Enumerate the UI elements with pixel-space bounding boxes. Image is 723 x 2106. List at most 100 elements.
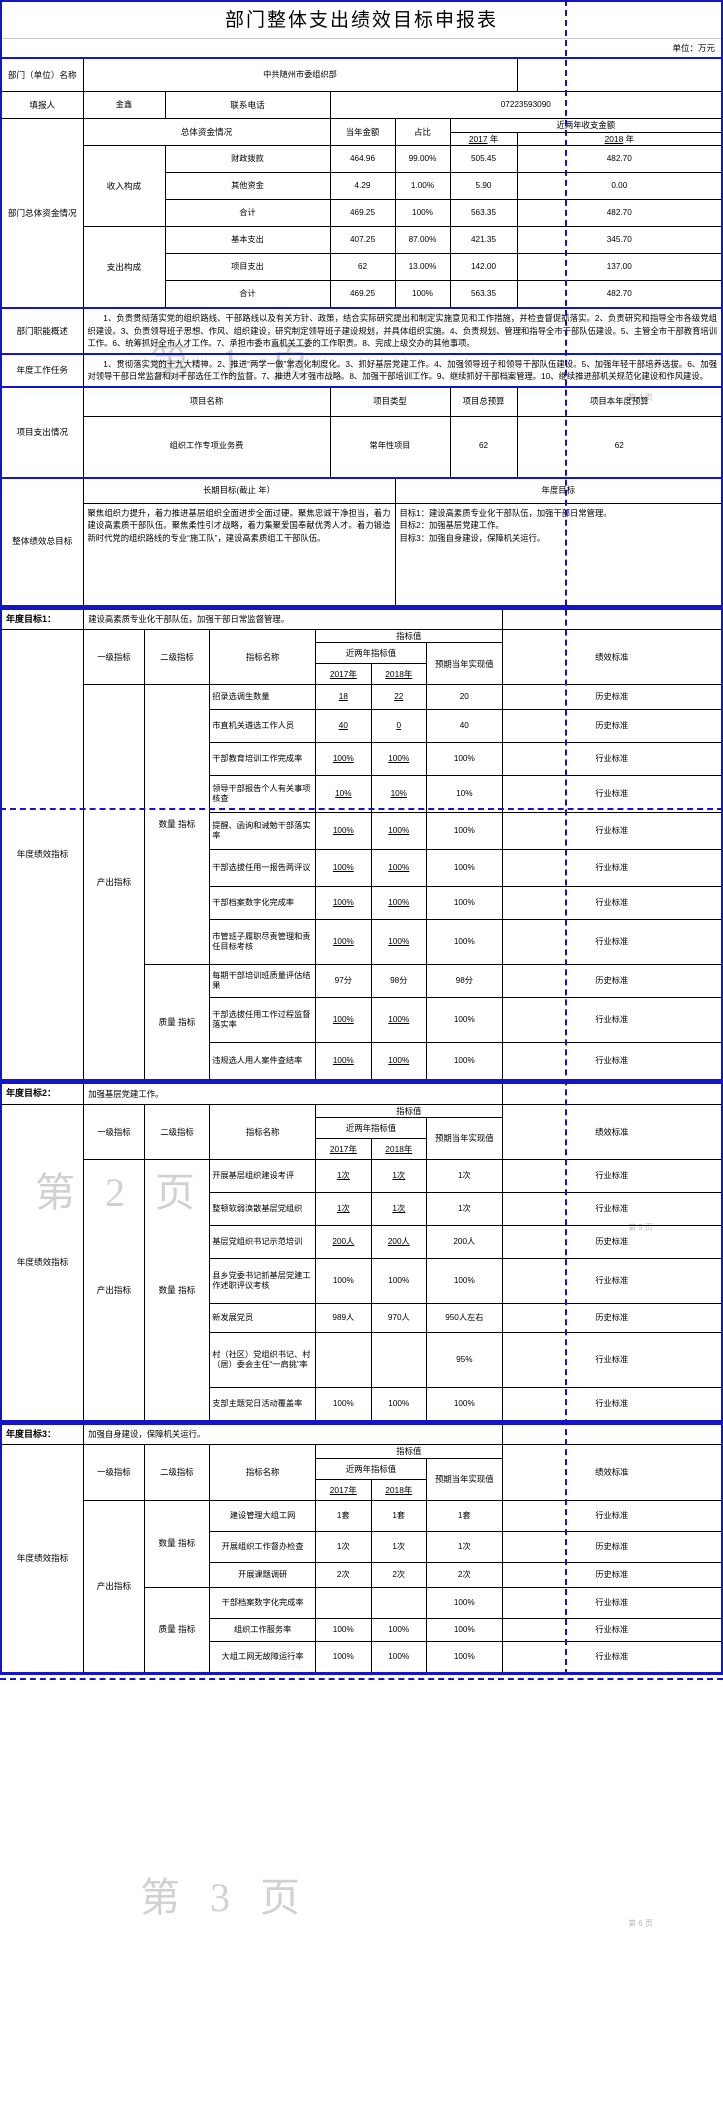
ind-name: 大组工网无故障运行率: [209, 1640, 317, 1674]
fund-row-y2017: 563.35: [449, 199, 518, 228]
ind-name: 干部档案数字化完成率: [209, 1586, 317, 1619]
ind-y2017: 100%: [315, 849, 372, 888]
fund-row-name: 合计: [164, 199, 331, 228]
ind-y2018: 0: [370, 709, 428, 744]
long-term-goal-text: 聚焦组织力提升，着力推进基层组织全面进步全面过硬。聚焦忠诚干净担当，着力建设高素…: [82, 502, 396, 607]
funds-header-row-1: 部门总体资金情况 总体资金情况 当年金额 占比 近两年收支金额: [0, 118, 723, 309]
quality-label: 质量 指标: [143, 1586, 211, 1674]
ind-name: 开展组织工作督办检查: [209, 1530, 317, 1563]
ind-standard: 行业标准: [501, 919, 723, 966]
filler-value: 金鑫: [82, 91, 166, 120]
project-col-name: 项目名称: [82, 386, 331, 417]
project-section-label: 项目支出情况: [0, 386, 84, 479]
goal-2-ind-header-2: 近两年指标值 预期当年实现值: [1, 1117, 722, 1161]
ind-expected: 20: [426, 684, 503, 711]
ind-standard: 行业标准: [501, 1640, 723, 1674]
unit-note: 单位：万元: [0, 38, 723, 58]
col-name: 指标名称: [209, 628, 317, 686]
annual-goal-list: 目标1：建设高素质专业化干部队伍，加强干部日常管理。 目标2：加强基层党建工作。…: [394, 502, 723, 607]
goal-3-ind-header-2: 近两年指标值 预期当年实现值: [1, 1457, 722, 1501]
ind-expected: 1套: [425, 1499, 503, 1532]
funds-section-label: 部门总体资金情况: [0, 118, 84, 309]
annual-perf-label: 年度绩效指标: [0, 1103, 85, 1422]
overall-goal-header-row: 整体绩效总目标 长期目标(截止 年） 年度目标: [0, 477, 723, 607]
table-row: 支出构成 基本支出 407.25 87.00% 421.35 345.70: [1, 226, 723, 309]
ind-y2017: 100%: [315, 1042, 372, 1081]
ind-y2018: 100%: [370, 1042, 428, 1081]
y2018-suffix: 年: [625, 133, 634, 144]
ind-standard: 行业标准: [501, 997, 723, 1044]
fund-row-y2018: 137.00: [516, 253, 723, 282]
col-expected: 预期当年实现值: [425, 1457, 503, 1501]
ind-y2017: 200人: [315, 1225, 372, 1260]
funds-overall-label: 总体资金情况: [82, 118, 331, 147]
ind-y2018: 100%: [370, 1617, 427, 1642]
overall-goal-body-row: 聚焦组织力提升，着力推进基层组织全面进步全面过硬。聚焦忠诚干净担当，着力建设高素…: [1, 502, 723, 607]
ind-standard: 历史标准: [501, 684, 723, 711]
output-label: 产出指标: [83, 1499, 145, 1674]
annual-goal-item: 目标2：加强基层党建工作。: [399, 520, 504, 531]
phone-label: 联系电话: [164, 91, 331, 120]
goal-1-label: 年度目标1：: [0, 607, 85, 630]
fund-row-y2018: 482.70: [516, 199, 723, 228]
ind-y2018: 1套: [370, 1499, 427, 1532]
project-row-type: 常年性项目: [329, 415, 451, 479]
goal-2-block: 年度目标2： 加强基层党建工作。 年度绩效指标 一级指标 二级指标 指标名称 指…: [0, 1081, 723, 1423]
annual-goal-item: 目标3：加强自身建设，保障机关运行。: [399, 533, 546, 544]
goal-2-ind-header-3: 2017年 2018年: [1, 1138, 722, 1161]
ind-name: 整顿软弱涣散基层党组织: [209, 1192, 317, 1227]
ind-standard: 历史标准: [501, 1225, 723, 1260]
goal-2-text: 加强基层党建工作。: [83, 1082, 503, 1105]
ind-standard: 行业标准: [501, 886, 723, 921]
project-row-year: 62: [516, 415, 723, 479]
duties-row: 部门职能概述 1、负责贯彻落实党的组织路线、干部路线以及有关方针、政策，结合实际…: [0, 307, 723, 355]
ind-y2018: 100%: [370, 919, 428, 966]
ind-expected: 95%: [426, 1332, 503, 1389]
duties-label: 部门职能概述: [0, 307, 84, 355]
table-row: 领导干部报告个人有关事项核查 10% 10% 10% 行业标准: [1, 775, 723, 814]
fund-row-y2017: 421.35: [449, 226, 518, 255]
ind-name: 支部主题党日活动覆盖率: [209, 1387, 317, 1422]
ind-name: 干部教育培训工作完成率: [209, 742, 317, 777]
table-row: 产出指标 数量 指标 开展基层组织建设考评 1次 1次 1次 行业标准: [1, 1159, 723, 1422]
ind-expected: 100%: [426, 1387, 503, 1422]
table-row: 支部主题党日活动覆盖率 100% 100% 100% 行业标准: [1, 1387, 723, 1422]
ind-name: 干部选拔任用一报告两评议: [209, 849, 317, 888]
ind-expected: 40: [426, 709, 503, 744]
fund-row-name: 基本支出: [164, 226, 331, 255]
ind-y2017: 100%: [315, 742, 372, 777]
goal-3-text: 加强自身建设，保障机关运行。: [83, 1423, 503, 1446]
fund-row-y2017: 5.90: [449, 172, 518, 201]
col-recent: 近两年指标值: [315, 1117, 427, 1140]
table-row: 大组工网无故障运行率 100% 100% 100% 行业标准: [1, 1640, 723, 1674]
goal-2-ind-header-1: 年度绩效指标 一级指标 二级指标 指标名称 指标值 绩效标准: [0, 1103, 723, 1422]
fund-row-ratio: 13.00%: [394, 253, 451, 282]
col-name: 指标名称: [209, 1444, 317, 1501]
goal-2-label: 年度目标2：: [0, 1082, 85, 1105]
title-block: 部门整体支出绩效目标申报表: [0, 0, 723, 39]
col-recent: 近两年指标值: [315, 1457, 427, 1480]
fund-row-current: 4.29: [329, 172, 396, 201]
ind-expected: 100%: [426, 812, 503, 851]
ind-y2017: 100%: [315, 997, 372, 1044]
table-row: 提醒、函询和诫勉干部落实率 100% 100% 100% 行业标准: [1, 812, 723, 851]
ind-expected: 1次: [426, 1192, 503, 1227]
ind-y2017: [315, 1332, 372, 1389]
fund-row-ratio: 100%: [394, 199, 451, 228]
ind-expected: 1次: [425, 1530, 503, 1563]
ind-standard: 行业标准: [501, 1387, 723, 1422]
fund-row-y2018: 482.70: [516, 145, 723, 174]
goal-1-title-row: 年度目标1： 建设高素质专业化干部队伍，加强干部日常监督管理。: [0, 607, 723, 630]
goal-3-ind-header-1: 年度绩效指标 一级指标 二级指标 指标名称 指标值 绩效标准: [0, 1444, 723, 1674]
ind-expected: 100%: [425, 1617, 503, 1642]
goal-2-title-row: 年度目标2： 加强基层党建工作。: [0, 1082, 723, 1105]
project-col-total: 项目总预算: [449, 386, 518, 417]
fund-row-y2017: 505.45: [449, 145, 518, 174]
table-row: 产出指标 数量 指标 招录选调生数量 18 22 20 历史标准: [1, 684, 723, 1081]
funds-col-y2017: 2017 年: [449, 131, 518, 147]
ind-name: 每期干部培训班质量评估结果: [209, 964, 317, 999]
ind-standard: 历史标准: [501, 1530, 723, 1563]
goal-3-spacer: [501, 1423, 723, 1446]
fund-row-ratio: 1.00%: [394, 172, 451, 201]
ind-name: 基层党组织书记示范培训: [209, 1225, 317, 1260]
